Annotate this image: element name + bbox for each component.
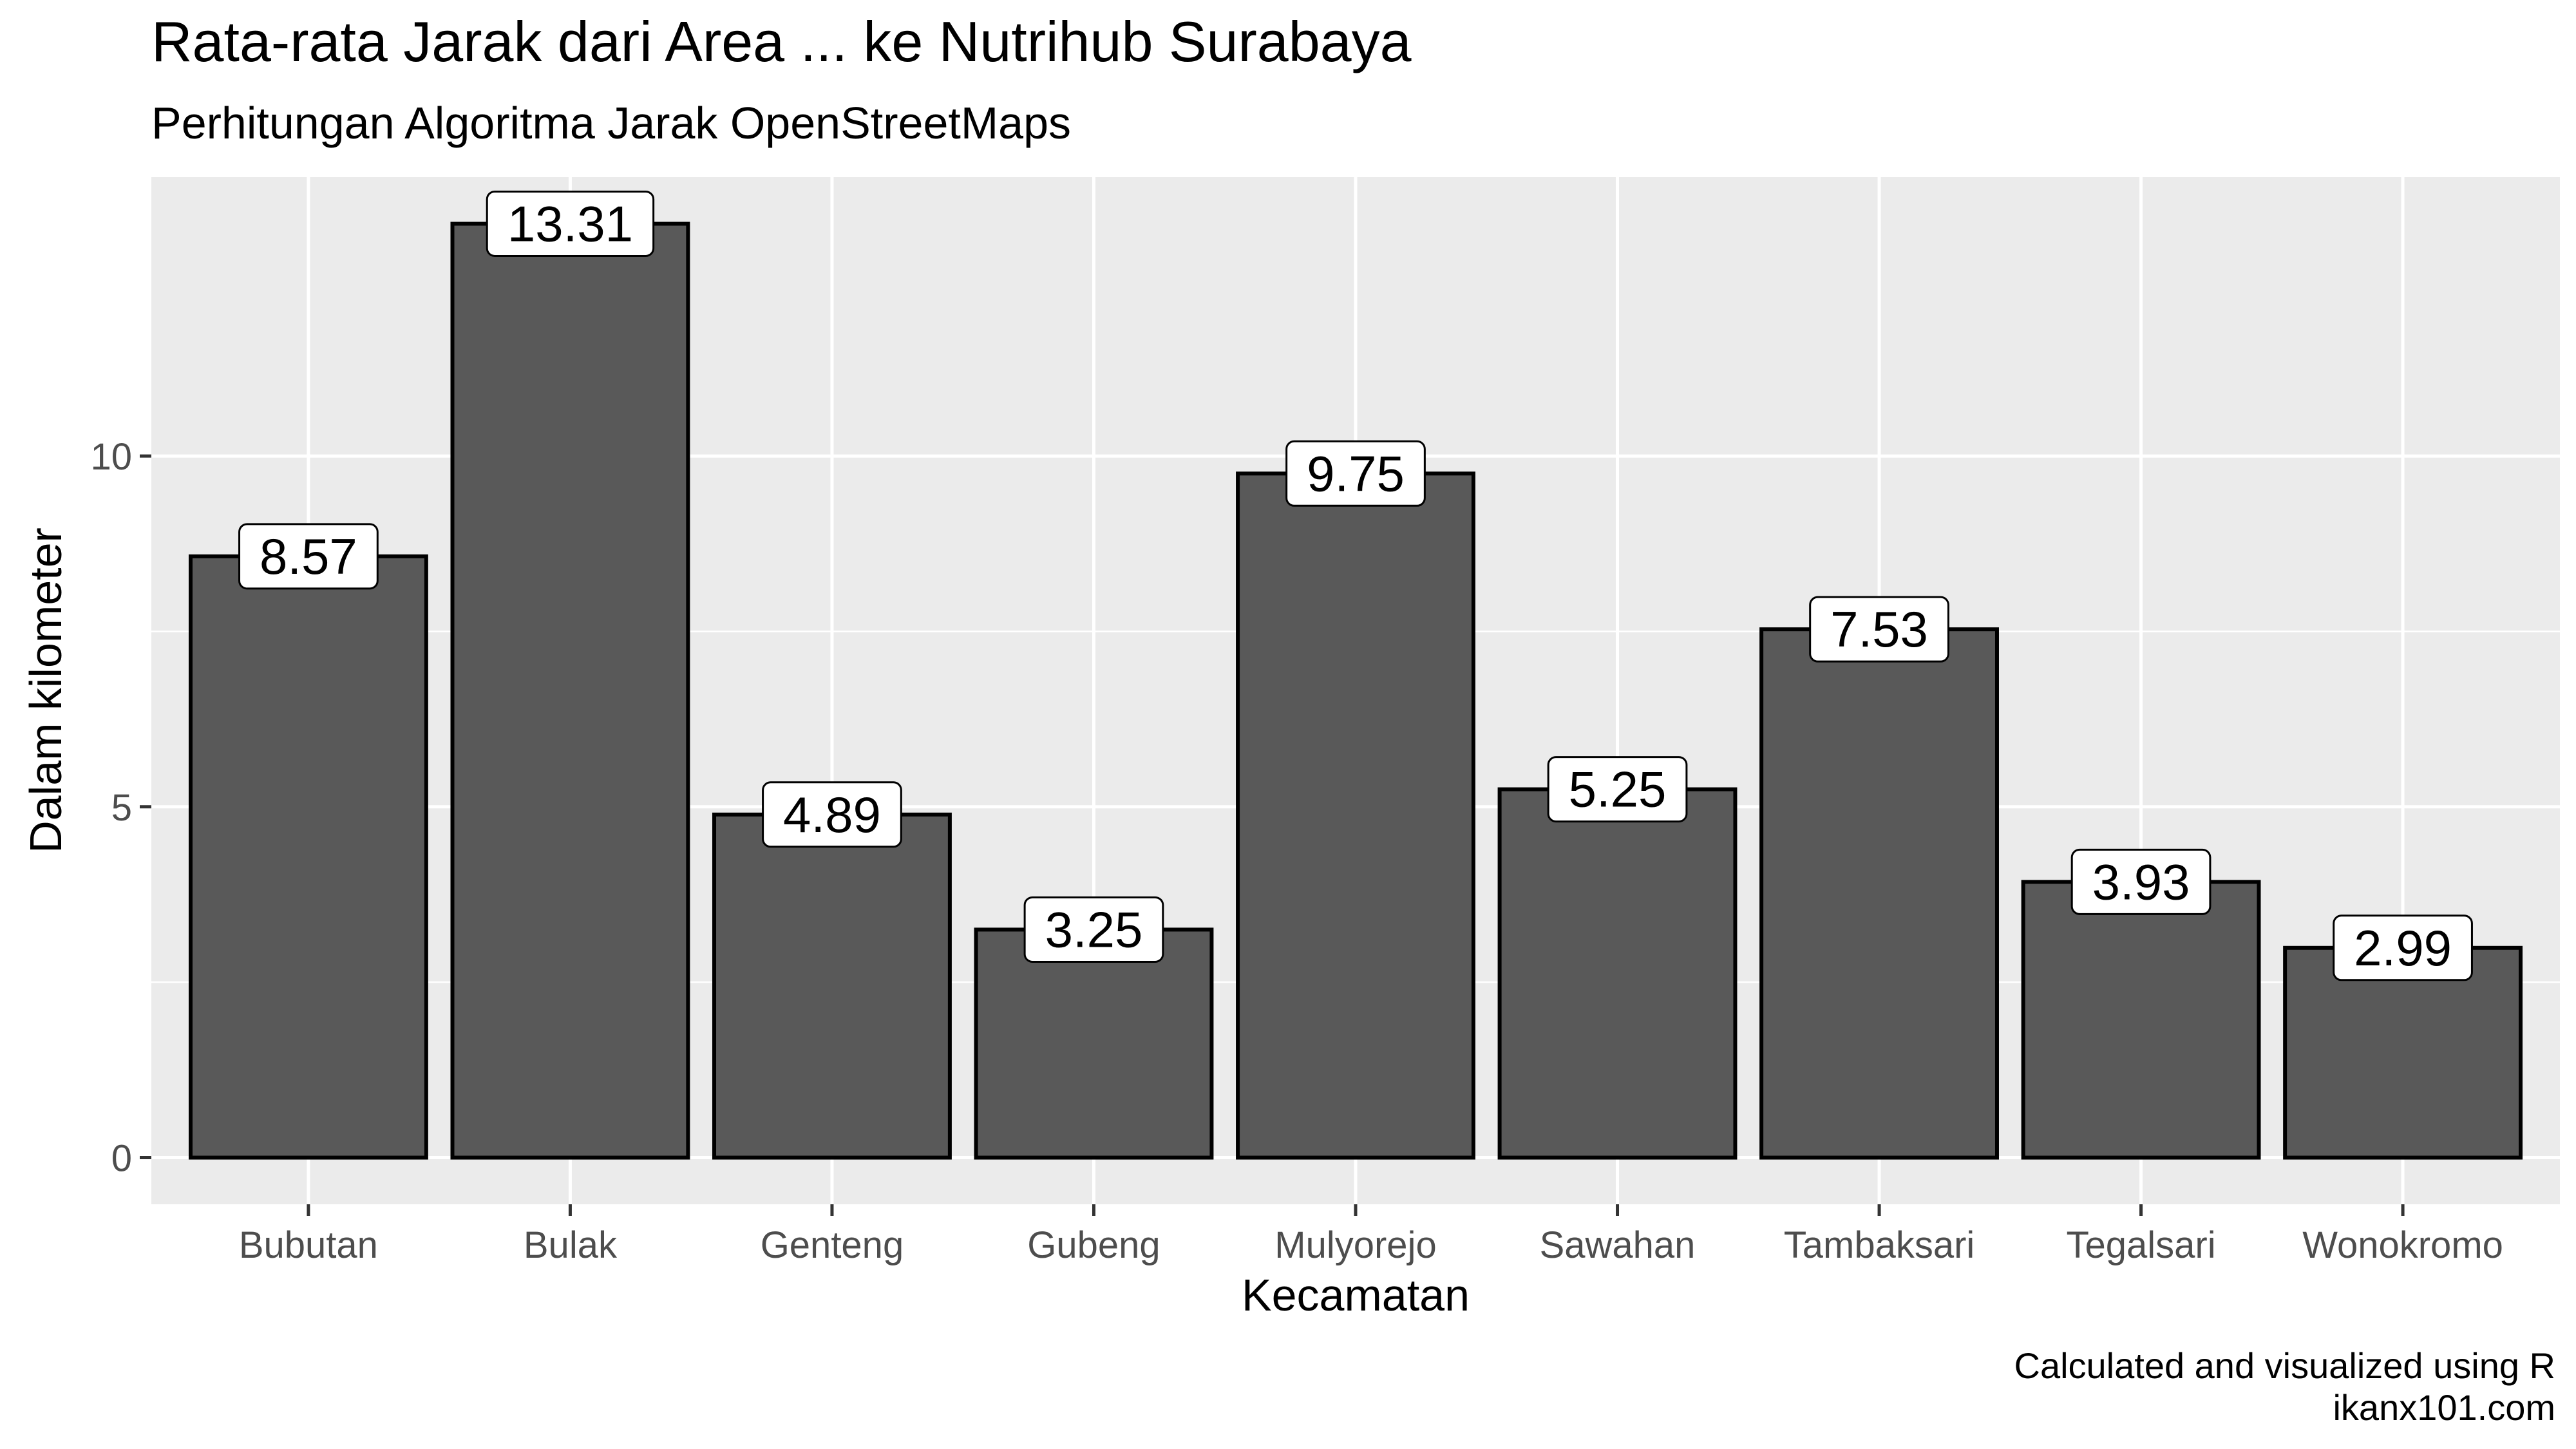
data-label-text: 2.99: [2354, 920, 2452, 976]
data-label-box: [762, 781, 902, 848]
data-label-text: 7.53: [1830, 601, 1928, 658]
data-labels: 8.57 13.31 4.89 3.25 9.75 5.25 7.53 3.93 2.99: [238, 190, 2473, 981]
data-label-text: 3.93: [2092, 853, 2190, 910]
data-label-box: [486, 190, 655, 257]
data-label: 3.93: [2070, 848, 2211, 915]
x-tick-label: Tambaksari: [1784, 1224, 1975, 1266]
x-tick-label: Genteng: [761, 1224, 904, 1266]
data-label: 2.99: [2333, 914, 2473, 981]
data-label: 13.31: [486, 190, 655, 257]
y-tick-label: 5: [111, 787, 132, 829]
y-axis-title: Dalam kilometer: [21, 527, 71, 853]
data-label-text: 3.25: [1045, 901, 1143, 958]
data-label-box: [1809, 596, 1949, 663]
data-label: 4.89: [762, 781, 902, 848]
x-axis-title: Kecamatan: [1242, 1270, 1470, 1320]
bar: [712, 812, 952, 1160]
caption-line-2: ikanx101.com: [2333, 1387, 2555, 1428]
x-tick-label: Gubeng: [1027, 1224, 1160, 1266]
bar: [974, 927, 1214, 1160]
x-tick-label: Bulak: [524, 1224, 618, 1266]
data-label-text: 5.25: [1569, 761, 1667, 818]
data-label: 7.53: [1809, 596, 1949, 663]
x-tick-label: Mulyorejo: [1274, 1224, 1436, 1266]
data-label-text: 13.31: [507, 195, 633, 252]
data-label: 3.25: [1023, 896, 1164, 963]
data-label-box: [238, 523, 379, 590]
data-label-text: 8.57: [260, 528, 357, 585]
bars: [188, 222, 2523, 1160]
data-label-text: 9.75: [1307, 445, 1405, 502]
bar: [1759, 627, 1999, 1160]
data-label: 9.75: [1285, 440, 1426, 507]
x-tick-label: Sawahan: [1540, 1224, 1696, 1266]
x-axis: Bubutan Bulak Genteng Gubeng Mulyorejo Sawaha…: [239, 1204, 2503, 1266]
bar: [188, 554, 428, 1160]
bar: [1236, 471, 1475, 1160]
caption-line-1: Calculated and visualized using R: [2014, 1345, 2556, 1386]
chart-subtitle: Perhitungan Algoritma Jarak OpenStreetMa…: [151, 98, 1071, 148]
data-label-text: 4.89: [783, 786, 881, 843]
y-tick-label: 10: [90, 436, 132, 478]
chart-title: Rata-rata Jarak dari Area ... ke Nutrihu…: [151, 10, 1412, 73]
bar: [1497, 787, 1738, 1160]
x-tick-label: Wonokromo: [2302, 1224, 2503, 1266]
data-label-box: [2070, 848, 2211, 915]
data-label-box: [2333, 914, 2473, 981]
y-tick-label: 0: [111, 1138, 132, 1180]
bar: [2283, 945, 2523, 1160]
x-tick-label: Tegalsari: [2067, 1224, 2216, 1266]
x-tick-label: Bubutan: [239, 1224, 378, 1266]
data-label-box: [1547, 756, 1688, 823]
bar: [450, 222, 690, 1160]
y-axis: 0 5 10: [90, 436, 151, 1180]
bar: [2021, 880, 2261, 1160]
data-label-box: [1023, 896, 1164, 963]
data-label: 5.25: [1547, 756, 1688, 823]
data-label-box: [1285, 440, 1426, 507]
data-label: 8.57: [238, 523, 379, 590]
